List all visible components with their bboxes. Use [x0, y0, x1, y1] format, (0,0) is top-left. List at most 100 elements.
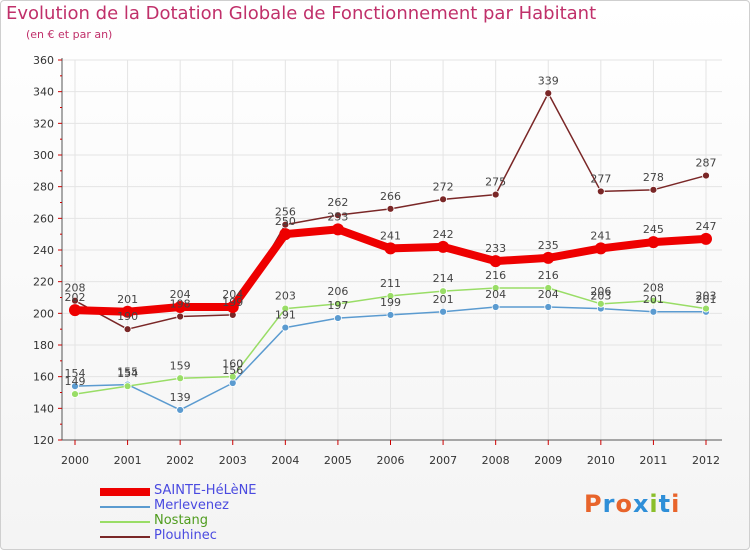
- legend-label: SAINTE-HéLèNE: [154, 483, 257, 498]
- brand-letter: P: [584, 490, 603, 518]
- data-point-sainte-h-l-ne: [69, 304, 81, 317]
- data-label-sainte-h-l-ne: 235: [538, 239, 559, 252]
- brand-letter: i: [649, 490, 659, 518]
- x-axis-ticks: 2000 2001 2002 2003 2004 2005 2006 2007 2008 2009…: [61, 440, 720, 467]
- data-point-merlevenez: [281, 323, 290, 332]
- data-point-nostang: [439, 287, 447, 296]
- y-tick-label: 120: [33, 434, 54, 447]
- data-point-plouhinec: [596, 187, 605, 196]
- y-tick-label: 280: [33, 181, 54, 194]
- data-label-merlevenez: 204: [485, 288, 506, 301]
- data-point-nostang: [649, 296, 658, 305]
- legend-label: Nostang: [154, 513, 209, 528]
- data-point-plouhinec: [702, 171, 710, 180]
- brand-logo: Proxiti: [584, 490, 680, 518]
- legend-swatch: [100, 488, 150, 496]
- y-tick-label: 160: [33, 371, 54, 384]
- data-point-sainte-h-l-ne: [226, 301, 239, 313]
- data-label-merlevenez: 154: [65, 367, 86, 380]
- data-label-sainte-h-l-ne: 241: [380, 229, 401, 242]
- data-label-plouhinec: 266: [380, 190, 401, 203]
- data-point-nostang: [596, 299, 605, 308]
- x-tick-label: 2004: [271, 454, 299, 467]
- line-chart: 120140160180200220240260280300320340360 …: [33, 54, 722, 467]
- y-tick-label: 220: [33, 276, 54, 289]
- data-label-plouhinec: 277: [590, 172, 611, 185]
- data-label-nostang: 206: [590, 285, 611, 298]
- data-label-plouhinec: 275: [485, 176, 506, 189]
- legend-label: Merlevenez: [154, 498, 229, 513]
- data-label-plouhinec: 190: [117, 310, 138, 323]
- data-point-plouhinec: [334, 211, 342, 220]
- data-label-nostang: 206: [327, 285, 348, 298]
- data-label-plouhinec: 339: [538, 74, 559, 87]
- y-axis-ticks: 120 140 160 180 200 220 240 260 280 300 320 340 360: [33, 54, 62, 447]
- data-point-merlevenez: [544, 303, 553, 311]
- data-point-sainte-h-l-ne: [121, 305, 134, 318]
- data-label-plouhinec: 287: [696, 157, 717, 170]
- data-label-merlevenez: 155: [117, 366, 138, 379]
- data-point-sainte-h-l-ne: [279, 228, 292, 241]
- data-point-plouhinec: [491, 190, 500, 199]
- data-label-sainte-h-l-ne: 204: [222, 288, 243, 301]
- x-tick-label: 2008: [482, 454, 510, 467]
- data-point-merlevenez: [649, 307, 658, 316]
- x-tick-label: 2002: [166, 454, 194, 467]
- y-tick-label: 320: [33, 117, 54, 130]
- data-point-plouhinec: [649, 185, 658, 194]
- data-label-nostang: 160: [222, 358, 243, 371]
- data-label-plouhinec: 198: [170, 298, 191, 311]
- data-label-nostang: 216: [538, 269, 559, 282]
- data-point-sainte-h-l-ne: [542, 251, 555, 264]
- x-tick-label: 2011: [639, 454, 667, 467]
- data-point-merlevenez: [491, 303, 500, 311]
- data-point-nostang: [71, 390, 79, 398]
- y-tick-label: 140: [33, 402, 54, 415]
- data-label-nostang: 159: [170, 359, 191, 372]
- y-tick-label: 300: [33, 149, 54, 162]
- legend-swatch: [100, 536, 150, 538]
- data-label-merlevenez: 201: [643, 293, 664, 306]
- data-point-sainte-h-l-ne: [594, 242, 607, 255]
- data-label-sainte-h-l-ne: 242: [433, 228, 454, 241]
- data-label-sainte-h-l-ne: 241: [590, 229, 611, 242]
- data-label-plouhinec: 208: [65, 282, 86, 295]
- data-label-plouhinec: 199: [222, 296, 243, 309]
- y-tick-label: 260: [33, 212, 54, 225]
- data-label-nostang: 211: [380, 277, 401, 290]
- data-label-nostang: 203: [696, 290, 717, 303]
- data-point-sainte-h-l-ne: [174, 301, 187, 313]
- data-label-merlevenez: 203: [590, 290, 611, 303]
- data-label-merlevenez: 139: [170, 391, 191, 404]
- series-points: [69, 89, 712, 414]
- data-point-nostang: [386, 292, 395, 300]
- data-point-sainte-h-l-ne: [384, 242, 397, 255]
- data-point-merlevenez: [71, 382, 79, 391]
- data-label-merlevenez: 199: [380, 296, 401, 309]
- data-label-plouhinec: 278: [643, 171, 664, 184]
- data-label-sainte-h-l-ne: 204: [170, 288, 191, 301]
- data-label-nostang: 216: [485, 269, 506, 282]
- data-label-plouhinec: 256: [275, 206, 296, 219]
- data-label-sainte-h-l-ne: 250: [275, 215, 296, 228]
- data-point-plouhinec: [123, 325, 132, 334]
- data-point-nostang: [491, 284, 500, 292]
- data-label-sainte-h-l-ne: 202: [65, 291, 86, 304]
- data-label-nostang: 149: [65, 375, 86, 388]
- data-point-merlevenez: [334, 314, 342, 322]
- data-label-plouhinec: 262: [327, 196, 348, 209]
- y-tick-label: 240: [33, 244, 54, 257]
- data-point-merlevenez: [386, 311, 395, 319]
- brand-letter: o: [615, 490, 633, 518]
- y-tick-label: 180: [33, 339, 54, 352]
- data-point-nostang: [544, 284, 553, 292]
- data-label-merlevenez: 201: [696, 293, 717, 306]
- brand-letter: i: [671, 490, 681, 518]
- brand-letter: t: [658, 490, 672, 518]
- data-point-plouhinec: [544, 89, 553, 98]
- data-point-nostang: [228, 372, 237, 381]
- data-label-sainte-h-l-ne: 245: [643, 223, 664, 236]
- data-label-sainte-h-l-ne: 201: [117, 293, 138, 306]
- data-point-nostang: [176, 374, 185, 383]
